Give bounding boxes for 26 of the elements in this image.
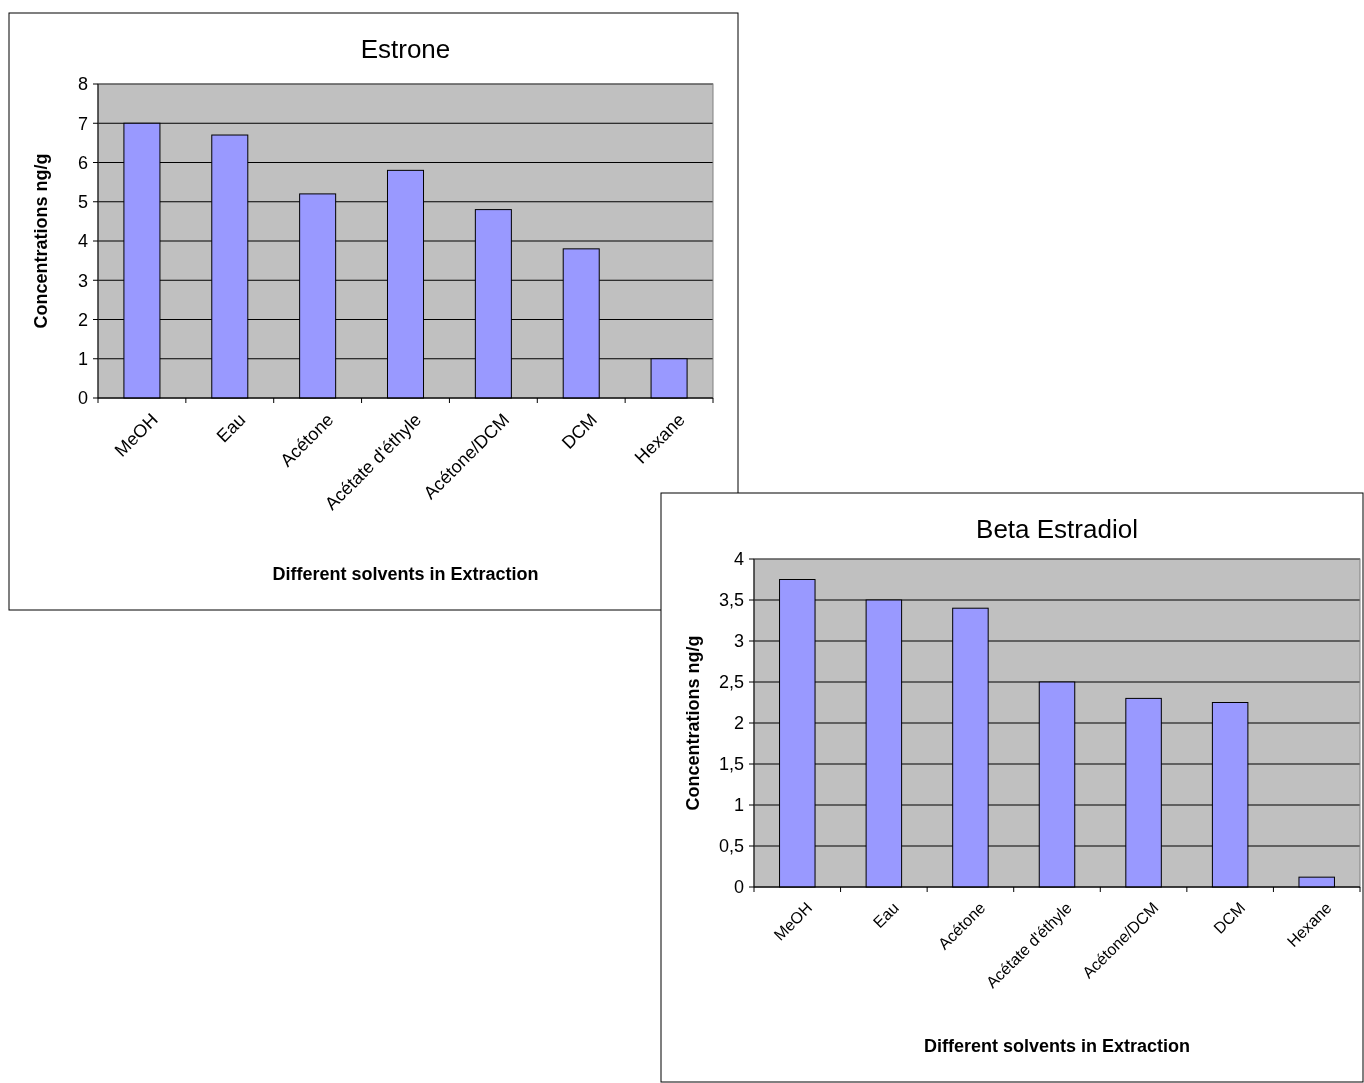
y-tick-label: 2	[733, 713, 744, 734]
y-tick-label: 0	[733, 877, 744, 898]
x-tick-label: Eau	[869, 899, 902, 932]
x-axis-title: Different solvents in Extraction	[923, 1036, 1191, 1056]
y-tick-label: 4	[733, 549, 744, 570]
chart-title: Estrone	[360, 34, 451, 64]
y-tick-label: 8	[77, 74, 88, 95]
y-tick-label: 6	[77, 152, 88, 173]
y-tick-label: 1	[733, 795, 744, 816]
y-tick-label: 7	[77, 113, 88, 134]
y-tick-label: 3	[77, 270, 88, 291]
y-tick-label: 1,5	[718, 754, 744, 775]
y-tick-label: 0,5	[718, 836, 744, 857]
y-tick-label: 2	[77, 309, 88, 330]
x-tick-label: Eau	[212, 409, 250, 447]
x-axis-title: Different solvents in Extraction	[272, 564, 539, 584]
chart-title: Beta Estradiol	[976, 514, 1138, 544]
y-axis-title: Concentrations ng/g	[683, 635, 703, 811]
y-tick-label: 2,5	[718, 672, 744, 693]
y-axis-title: Concentrations ng/g	[31, 153, 51, 329]
y-tick-label: 0	[77, 388, 88, 409]
y-tick-label: 5	[77, 192, 88, 213]
y-tick-label: 4	[77, 231, 88, 252]
y-tick-label: 3	[733, 631, 744, 652]
y-tick-label: 1	[77, 349, 88, 370]
y-tick-label: 3,5	[718, 590, 744, 611]
